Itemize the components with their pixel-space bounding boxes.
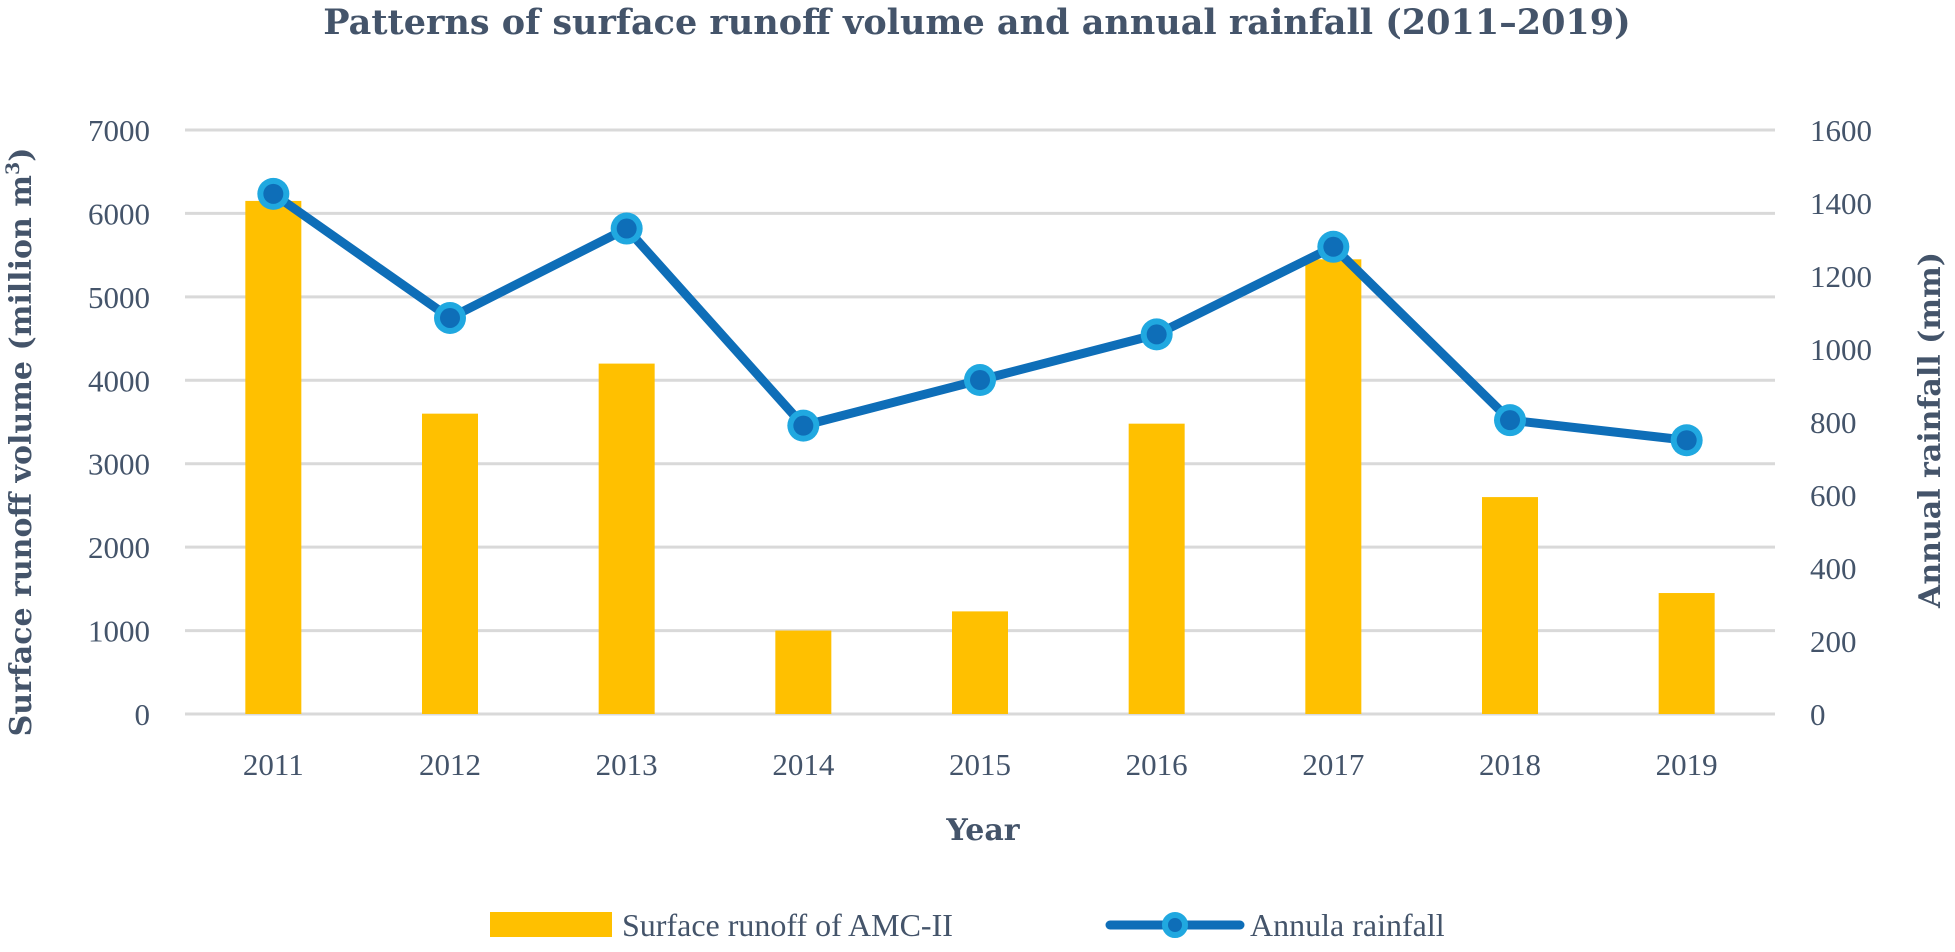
bar-runoff bbox=[1305, 259, 1362, 714]
y-axis-title-main: Surface runoff volume (million m bbox=[4, 175, 39, 737]
bar-runoff bbox=[598, 363, 655, 714]
x-tick-label: 2018 bbox=[1479, 747, 1541, 782]
bar-runoff bbox=[1128, 423, 1185, 714]
bar-runoff bbox=[245, 200, 302, 714]
legend-swatch-rainfall-marker-center bbox=[1168, 918, 1182, 932]
left-tick-label: 7000 bbox=[88, 113, 150, 148]
left-axis-ticks: 0 1000 2000 3000 4000 5000 6000 7000 bbox=[88, 113, 150, 732]
x-tick-label: 2014 bbox=[772, 747, 835, 782]
left-tick-label: 1000 bbox=[88, 614, 150, 649]
bar-runoff bbox=[1482, 497, 1538, 714]
legend-label-runoff: Surface runoff of AMC-II bbox=[622, 907, 953, 943]
bar-runoff bbox=[1658, 593, 1715, 714]
right-tick-label: 1400 bbox=[1810, 186, 1872, 221]
point-rainfall-center bbox=[263, 183, 284, 204]
x-tick-label: 2015 bbox=[949, 747, 1011, 782]
right-tick-label: 800 bbox=[1810, 405, 1857, 440]
left-tick-label: 3000 bbox=[88, 447, 150, 482]
point-rainfall-center bbox=[1676, 430, 1697, 451]
x-tick-label: 2012 bbox=[419, 747, 481, 782]
point-rainfall-center bbox=[1146, 324, 1167, 345]
point-rainfall-center bbox=[616, 218, 637, 239]
right-tick-label: 200 bbox=[1810, 624, 1857, 659]
x-axis-ticks: 2011 2012 2013 2014 2015 2016 2017 2018 2019 bbox=[243, 747, 1718, 782]
x-tick-label: 2013 bbox=[596, 747, 658, 782]
bar-runoff bbox=[952, 611, 1008, 714]
right-tick-label: 1200 bbox=[1810, 259, 1872, 294]
right-axis-ticks: 0 200 400 600 800 1000 1200 1400 1600 bbox=[1810, 113, 1872, 732]
right-tick-label: 600 bbox=[1810, 478, 1857, 513]
chart-title: Patterns of surface runoff volume and an… bbox=[323, 2, 1630, 43]
y-axis-title-superscript: 3 bbox=[2, 162, 24, 175]
x-axis-title: Year bbox=[945, 813, 1020, 848]
y-axis-title: Surface runoff volume (million m3) bbox=[2, 148, 39, 737]
bar-runoff bbox=[775, 630, 832, 714]
right-tick-label: 1600 bbox=[1810, 113, 1872, 148]
bar-runoff bbox=[422, 413, 478, 714]
right-tick-label: 400 bbox=[1810, 551, 1857, 586]
y-axis-title-end: ) bbox=[4, 148, 39, 162]
left-tick-label: 6000 bbox=[88, 196, 150, 231]
line-rainfall bbox=[268, 189, 1692, 445]
point-rainfall-center bbox=[440, 307, 460, 328]
legend: Surface runoff of AMC-II Annula rainfall bbox=[490, 907, 1445, 943]
point-rainfall-center bbox=[1323, 236, 1344, 257]
left-tick-label: 4000 bbox=[88, 363, 150, 398]
bar-series bbox=[245, 200, 1715, 714]
x-tick-label: 2011 bbox=[243, 747, 304, 782]
line-series bbox=[257, 177, 1703, 457]
x-tick-label: 2019 bbox=[1656, 747, 1718, 782]
y2-axis-title: Annual rainfall (mm) bbox=[1913, 252, 1948, 609]
x-tick-label: 2017 bbox=[1302, 747, 1364, 782]
right-tick-label: 0 bbox=[1810, 697, 1826, 732]
x-tick-label: 2016 bbox=[1126, 747, 1188, 782]
legend-label-rainfall: Annula rainfall bbox=[1250, 907, 1445, 943]
left-tick-label: 5000 bbox=[88, 280, 150, 315]
point-rainfall-center bbox=[793, 415, 814, 436]
right-tick-label: 1000 bbox=[1810, 332, 1872, 367]
point-rainfall-center bbox=[970, 370, 990, 391]
legend-swatch-runoff bbox=[490, 912, 612, 937]
left-tick-label: 0 bbox=[135, 697, 151, 732]
left-tick-label: 2000 bbox=[88, 530, 150, 565]
point-rainfall-center bbox=[1500, 410, 1520, 431]
